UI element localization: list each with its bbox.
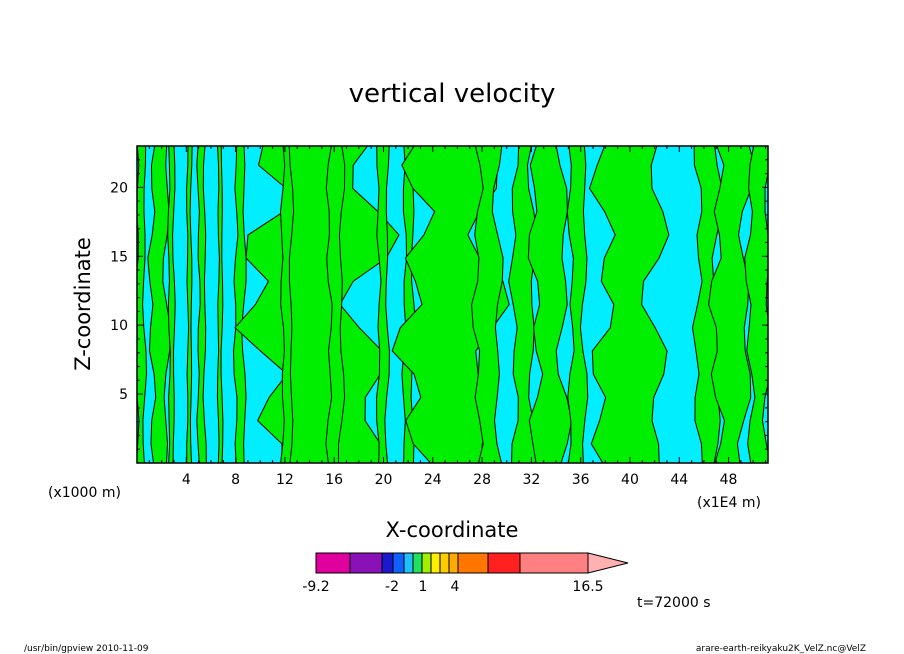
colorbar-segment xyxy=(315,552,351,574)
colorbar-tick-label: 4 xyxy=(451,579,460,595)
y-tick-label: 20 xyxy=(110,180,128,196)
footer-right: arare-earth-reikyaku2K_VelZ.nc@VelZ xyxy=(696,644,866,654)
x-tick-label: 24 xyxy=(424,472,442,488)
x-unit-left: (x1000 m) xyxy=(48,485,121,501)
x-tick-label: 40 xyxy=(621,472,639,488)
x-tick-label: 36 xyxy=(572,472,590,488)
colorbar-segment xyxy=(412,552,423,574)
colorbar-segment xyxy=(430,552,441,574)
positive-column xyxy=(196,146,207,463)
colorbar xyxy=(315,552,629,574)
positive-column xyxy=(566,146,589,463)
x-tick-label: 44 xyxy=(670,472,688,488)
colorbar-segment xyxy=(519,552,589,574)
positive-column xyxy=(137,146,148,463)
x-tick-label: 16 xyxy=(325,472,343,488)
positive-column xyxy=(744,146,768,463)
positive-column xyxy=(325,146,346,463)
colorbar-ticks: -9.2 -2 1 4 16.5 xyxy=(302,579,603,595)
positive-column xyxy=(232,146,247,463)
positive-column xyxy=(234,146,400,463)
colorbar-tick-label: 1 xyxy=(419,579,428,595)
x-unit-right: (x1E4 m) xyxy=(697,495,761,511)
x-tick-label: 48 xyxy=(720,472,738,488)
footer-left: /usr/bin/gpview 2010-11-09 xyxy=(24,644,149,654)
y-tick-label: 10 xyxy=(110,318,128,334)
colorbar-segment xyxy=(421,552,432,574)
positive-columns xyxy=(137,146,768,463)
x-tick-label: 8 xyxy=(231,472,240,488)
y-axis-title: Z-coordinate xyxy=(71,237,95,371)
positive-column xyxy=(279,146,295,463)
colorbar-tick-label: 16.5 xyxy=(572,579,603,595)
positive-column xyxy=(527,146,573,463)
colorbar-tick-label: -2 xyxy=(385,579,399,595)
time-label: t=72000 s xyxy=(637,595,711,611)
positive-column xyxy=(588,146,670,463)
colorbar-segment xyxy=(439,552,450,574)
x-tick-label: 28 xyxy=(473,472,491,488)
positive-column xyxy=(186,146,193,463)
x-tick-label: 32 xyxy=(522,472,540,488)
positive-column xyxy=(708,146,756,463)
positive-column xyxy=(376,146,390,463)
y-tick-label: 5 xyxy=(119,387,128,403)
colorbar-segment xyxy=(487,552,521,574)
x-axis-title: X-coordinate xyxy=(386,518,519,542)
colorbar-segment xyxy=(457,552,489,574)
x-tick-label: 4 xyxy=(182,472,191,488)
x-axis-ticks: 4 8 12 16 20 24 28 32 36 40 44 48 xyxy=(148,146,767,488)
colorbar-segment xyxy=(403,552,414,574)
colorbar-arrow xyxy=(587,552,629,574)
colorbar-tick-label: -9.2 xyxy=(302,579,329,595)
chart-title: vertical velocity xyxy=(349,79,556,109)
positive-column xyxy=(167,146,176,463)
y-axis-ticks: 5 10 15 20 xyxy=(110,159,768,450)
colorbar-segment xyxy=(392,552,405,574)
x-tick-label: 20 xyxy=(375,472,393,488)
colorbar-segment xyxy=(448,552,459,574)
x-tick-label: 12 xyxy=(276,472,294,488)
positive-region-layer xyxy=(137,146,768,463)
positive-column xyxy=(471,146,504,463)
colorbar-segment xyxy=(381,552,394,574)
positive-column xyxy=(216,146,224,463)
y-tick-label: 15 xyxy=(110,249,128,265)
plot-frame xyxy=(136,145,769,464)
colorbar-segment xyxy=(349,552,383,574)
